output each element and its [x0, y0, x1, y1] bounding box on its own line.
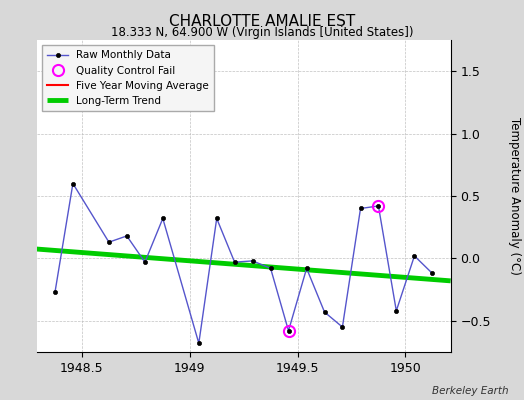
Raw Monthly Data	[106, 240, 112, 244]
Raw Monthly Data	[393, 308, 399, 313]
Raw Monthly Data	[375, 204, 381, 208]
Raw Monthly Data	[214, 216, 220, 221]
Line: Quality Control Fail: Quality Control Fail	[283, 200, 384, 336]
Raw Monthly Data	[303, 266, 310, 271]
Raw Monthly Data	[267, 266, 274, 271]
Raw Monthly Data	[52, 290, 58, 294]
Raw Monthly Data	[160, 216, 166, 221]
Line: Raw Monthly Data: Raw Monthly Data	[53, 182, 434, 345]
Quality Control Fail	[375, 204, 381, 208]
Raw Monthly Data	[286, 328, 292, 333]
Raw Monthly Data	[339, 325, 345, 330]
Raw Monthly Data	[321, 310, 328, 314]
Y-axis label: Temperature Anomaly (°C): Temperature Anomaly (°C)	[508, 117, 520, 275]
Legend: Raw Monthly Data, Quality Control Fail, Five Year Moving Average, Long-Term Tren: Raw Monthly Data, Quality Control Fail, …	[42, 45, 214, 111]
Raw Monthly Data	[195, 341, 202, 346]
Raw Monthly Data	[142, 260, 148, 264]
Raw Monthly Data	[411, 254, 418, 258]
Text: CHARLOTTE AMALIE EST: CHARLOTTE AMALIE EST	[169, 14, 355, 29]
Raw Monthly Data	[124, 234, 130, 238]
Raw Monthly Data	[429, 271, 435, 276]
Text: 18.333 N, 64.900 W (Virgin Islands [United States]): 18.333 N, 64.900 W (Virgin Islands [Unit…	[111, 26, 413, 39]
Quality Control Fail	[286, 328, 292, 333]
Raw Monthly Data	[249, 258, 256, 263]
Text: Berkeley Earth: Berkeley Earth	[432, 386, 508, 396]
Raw Monthly Data	[232, 260, 238, 264]
Raw Monthly Data	[357, 206, 364, 211]
Raw Monthly Data	[70, 181, 76, 186]
